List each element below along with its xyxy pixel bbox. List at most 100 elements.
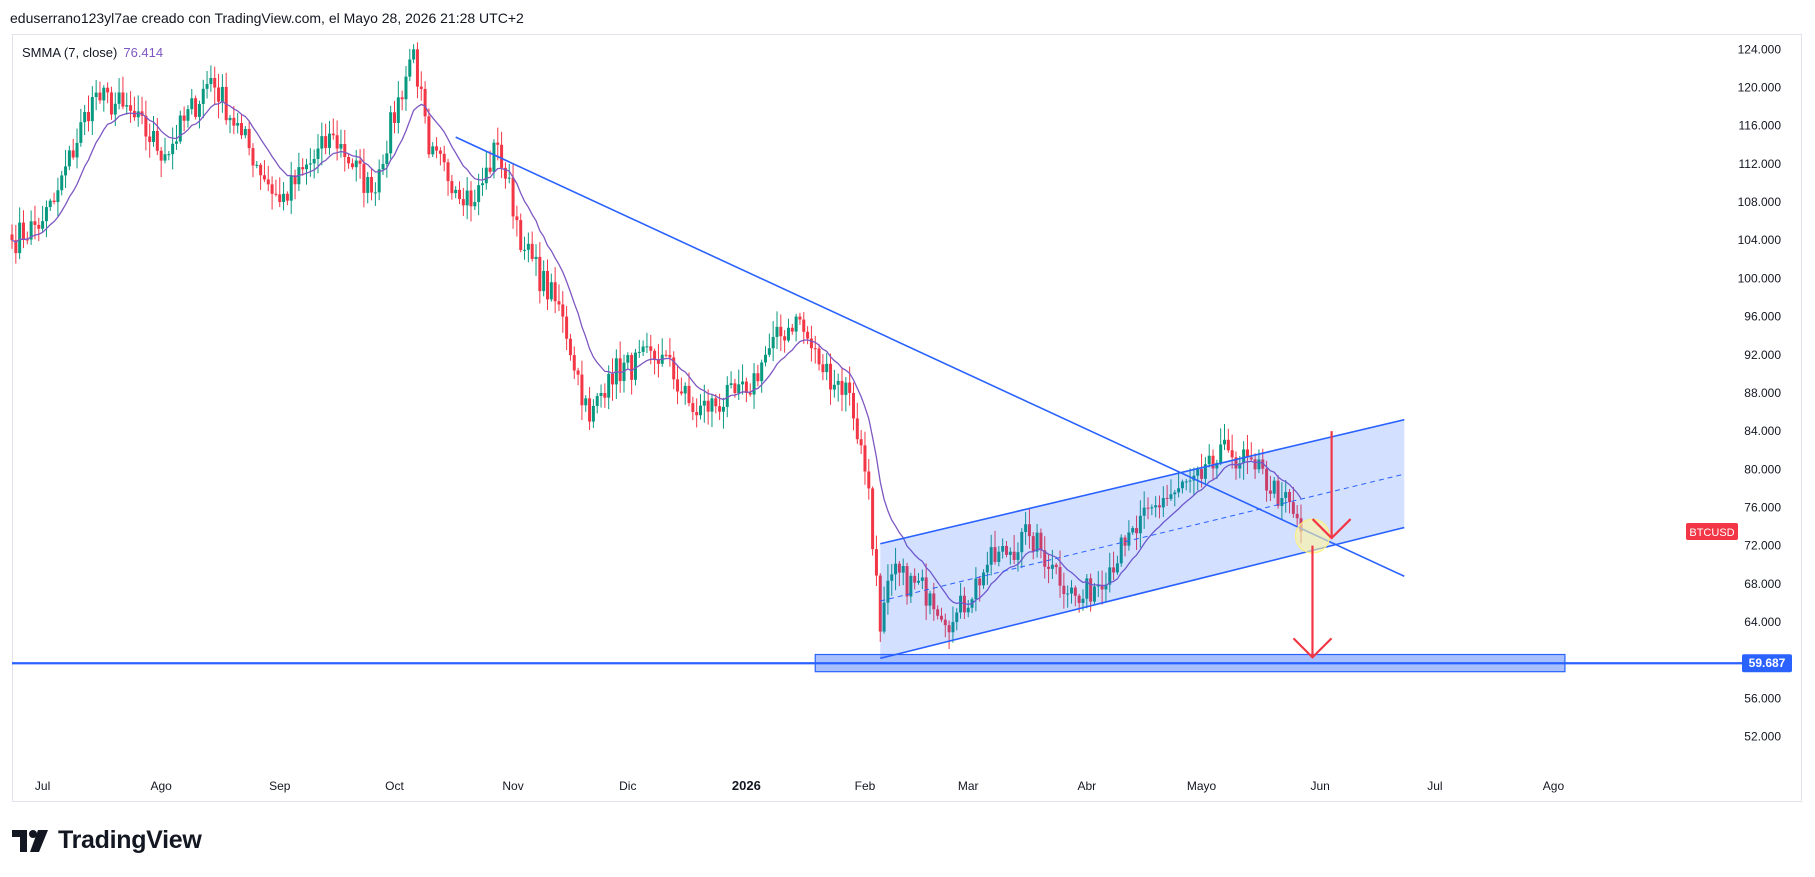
candle-body <box>676 379 680 392</box>
candle-body <box>1138 515 1142 534</box>
candle-body <box>381 164 385 170</box>
candle-body <box>60 175 64 191</box>
candle-body <box>220 86 224 102</box>
y-tick-label: 84.000 <box>1744 424 1781 438</box>
candle-body <box>350 163 354 168</box>
downtrend-line <box>455 136 1405 577</box>
candle-body <box>626 355 630 363</box>
candle-body <box>163 154 167 161</box>
candle-body <box>477 185 481 203</box>
candle-body <box>21 222 25 240</box>
candle-body <box>1115 563 1119 573</box>
candle-body <box>373 192 377 194</box>
candle-body <box>121 92 125 107</box>
candle-body <box>851 392 855 419</box>
candle-body <box>1215 462 1219 469</box>
candle-body <box>633 352 637 380</box>
candle-body <box>1276 480 1280 506</box>
candle-body <box>882 602 886 632</box>
candle-body <box>1200 469 1204 479</box>
candle-body <box>683 385 687 394</box>
target-arrow-head <box>1292 637 1333 659</box>
candle-body <box>98 92 102 101</box>
candle-body <box>236 123 240 126</box>
candle-body <box>400 97 404 100</box>
candle-body <box>848 382 852 393</box>
candle-body <box>752 373 756 395</box>
candle-body <box>1272 480 1276 494</box>
candle-body <box>1261 459 1265 469</box>
candle-body <box>840 380 844 395</box>
candle-body <box>1096 584 1100 587</box>
tradingview-footer[interactable]: TradingView <box>12 826 202 855</box>
candles-group <box>10 42 1303 649</box>
candle-body <box>339 144 343 149</box>
candle-body <box>687 385 691 404</box>
candle-body <box>1161 497 1165 508</box>
candle-body <box>1173 492 1177 495</box>
candle-body <box>725 384 729 407</box>
candle-body <box>966 607 970 613</box>
candle-body <box>1154 505 1158 508</box>
candle-body <box>366 177 370 193</box>
candle-body <box>312 158 316 164</box>
candle-body <box>480 183 484 186</box>
candle-body <box>247 128 251 149</box>
support-price-tag: 59.687 <box>1742 654 1792 673</box>
candle-body <box>989 547 993 565</box>
candle-body <box>886 580 890 603</box>
candle-body <box>580 374 584 406</box>
symbol-tag-label: BTCUSD <box>1689 527 1734 539</box>
candle-body <box>714 398 718 407</box>
candle-body <box>1203 464 1207 479</box>
candle-body <box>901 566 905 573</box>
candle-body <box>802 319 806 332</box>
candle-body <box>217 87 221 102</box>
candle-body <box>668 354 672 358</box>
candle-body <box>473 202 477 207</box>
candle-body <box>454 189 458 194</box>
candle-body <box>1291 502 1295 514</box>
candle-body <box>354 160 358 168</box>
chart-frame[interactable] <box>12 34 1802 802</box>
candle-body <box>993 547 997 562</box>
candle-body <box>370 177 374 193</box>
candle-body <box>178 115 182 142</box>
candle-body <box>1016 552 1020 560</box>
candle-body <box>125 105 129 107</box>
candle-body <box>270 184 274 194</box>
candle-body <box>982 572 986 586</box>
candle-body <box>1127 532 1131 546</box>
candle-body <box>136 111 140 118</box>
candle-body <box>67 150 71 167</box>
candle-body <box>201 88 205 104</box>
candle-body <box>1268 490 1272 494</box>
candle-body <box>859 439 863 446</box>
candle-body <box>894 563 898 575</box>
tradingview-brand: TradingView <box>58 826 202 854</box>
candle-body <box>534 256 538 259</box>
y-tick-label: 104.000 <box>1738 233 1782 247</box>
indicator-legend[interactable]: SMMA (7, close) 76.414 <box>22 45 163 60</box>
candle-body <box>293 175 297 185</box>
candle-body <box>259 164 263 176</box>
candle-body <box>106 87 110 93</box>
candle-body <box>1180 481 1184 489</box>
candle-body <box>825 363 829 373</box>
candle-body <box>637 351 641 353</box>
candle-body <box>741 381 745 385</box>
candle-body <box>171 143 175 155</box>
candle-body <box>576 370 580 375</box>
candle-body <box>530 243 534 259</box>
candle-body <box>29 221 33 240</box>
candle-body <box>438 150 442 154</box>
candle-body <box>500 144 504 168</box>
candle-body <box>301 167 305 170</box>
candle-body <box>71 150 75 158</box>
candle-body <box>909 575 913 597</box>
candle-body <box>733 383 737 394</box>
candle-body <box>897 563 901 573</box>
candle-body <box>809 338 813 349</box>
candle-body <box>706 400 710 412</box>
